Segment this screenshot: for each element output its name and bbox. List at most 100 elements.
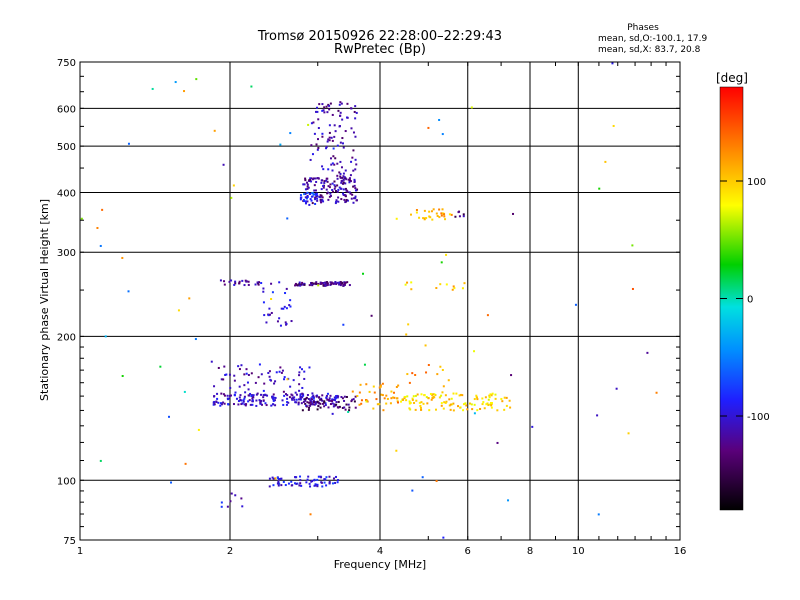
data-point xyxy=(80,217,83,220)
data-point xyxy=(264,402,267,405)
data-point xyxy=(323,106,326,109)
data-point xyxy=(424,217,427,220)
data-point xyxy=(462,409,465,412)
data-point xyxy=(268,485,271,488)
data-point xyxy=(484,396,487,399)
data-point xyxy=(309,177,312,180)
data-point xyxy=(268,307,271,310)
data-point xyxy=(318,195,321,198)
data-point xyxy=(258,399,261,402)
data-point xyxy=(324,284,327,287)
data-point xyxy=(444,218,447,221)
data-point xyxy=(251,399,254,402)
data-point xyxy=(490,402,493,405)
data-point xyxy=(325,284,328,287)
colorbar-tick-label: 100 xyxy=(747,177,766,188)
data-point xyxy=(291,394,294,397)
data-point xyxy=(338,171,341,174)
data-point xyxy=(237,365,240,368)
data-point xyxy=(414,408,417,411)
data-point xyxy=(299,394,302,397)
data-point xyxy=(315,143,318,146)
data-point xyxy=(250,394,253,397)
data-point xyxy=(353,180,356,183)
data-point xyxy=(481,403,484,406)
data-point xyxy=(220,403,223,406)
data-point xyxy=(343,282,346,285)
data-point xyxy=(345,198,348,201)
data-point xyxy=(306,194,309,197)
data-point xyxy=(438,396,441,399)
data-point xyxy=(281,369,284,372)
data-point xyxy=(271,476,274,479)
data-point xyxy=(418,401,421,404)
data-point xyxy=(339,172,342,175)
data-point xyxy=(326,180,329,183)
data-point xyxy=(460,393,463,396)
data-point xyxy=(321,132,324,135)
data-point xyxy=(325,476,328,479)
data-point xyxy=(304,179,307,182)
data-point xyxy=(337,109,340,112)
data-point xyxy=(282,480,285,483)
data-point xyxy=(342,323,345,326)
data-point xyxy=(278,370,281,373)
data-point xyxy=(305,405,308,408)
data-point xyxy=(280,371,283,374)
data-point xyxy=(505,396,508,399)
data-point xyxy=(298,484,301,487)
data-point xyxy=(280,484,283,487)
data-point xyxy=(216,397,219,400)
data-point xyxy=(428,210,431,213)
data-point xyxy=(339,175,342,178)
data-point xyxy=(631,244,634,247)
data-point xyxy=(340,283,343,286)
data-point xyxy=(290,480,293,483)
data-point xyxy=(436,214,439,217)
data-point xyxy=(490,394,493,397)
data-point xyxy=(311,392,314,395)
data-point xyxy=(353,184,356,187)
data-point xyxy=(213,385,216,388)
data-point xyxy=(448,404,451,407)
data-point xyxy=(285,307,288,310)
data-point xyxy=(312,193,315,196)
data-point xyxy=(250,85,253,88)
data-point xyxy=(321,109,324,112)
data-point xyxy=(314,202,317,205)
data-point xyxy=(318,402,321,405)
data-point xyxy=(336,177,339,180)
data-point xyxy=(341,397,344,400)
data-point xyxy=(305,396,308,399)
data-point xyxy=(320,282,323,285)
colorbar-label: [deg] xyxy=(716,71,748,85)
data-point xyxy=(319,406,322,409)
data-point xyxy=(194,338,197,341)
data-point xyxy=(302,183,305,186)
data-point xyxy=(476,398,479,401)
data-point xyxy=(476,409,479,412)
data-point xyxy=(410,281,413,284)
data-point xyxy=(332,190,335,193)
data-point xyxy=(342,146,345,149)
data-point xyxy=(413,401,416,404)
data-point xyxy=(294,282,297,285)
data-point xyxy=(337,479,340,482)
data-point xyxy=(405,333,408,336)
data-point xyxy=(219,402,222,405)
data-point xyxy=(310,122,313,125)
data-point xyxy=(329,183,332,186)
data-point xyxy=(396,400,399,403)
data-point xyxy=(378,386,381,389)
data-point xyxy=(151,87,154,90)
data-point xyxy=(345,178,348,181)
data-point xyxy=(344,182,347,185)
data-point xyxy=(351,156,354,159)
data-point xyxy=(345,189,348,192)
data-point xyxy=(481,397,484,400)
y-axis-label: Stationary phase Virtual Height [km] xyxy=(38,199,51,401)
data-point xyxy=(340,198,343,201)
data-point xyxy=(420,408,423,411)
data-point xyxy=(240,364,243,367)
